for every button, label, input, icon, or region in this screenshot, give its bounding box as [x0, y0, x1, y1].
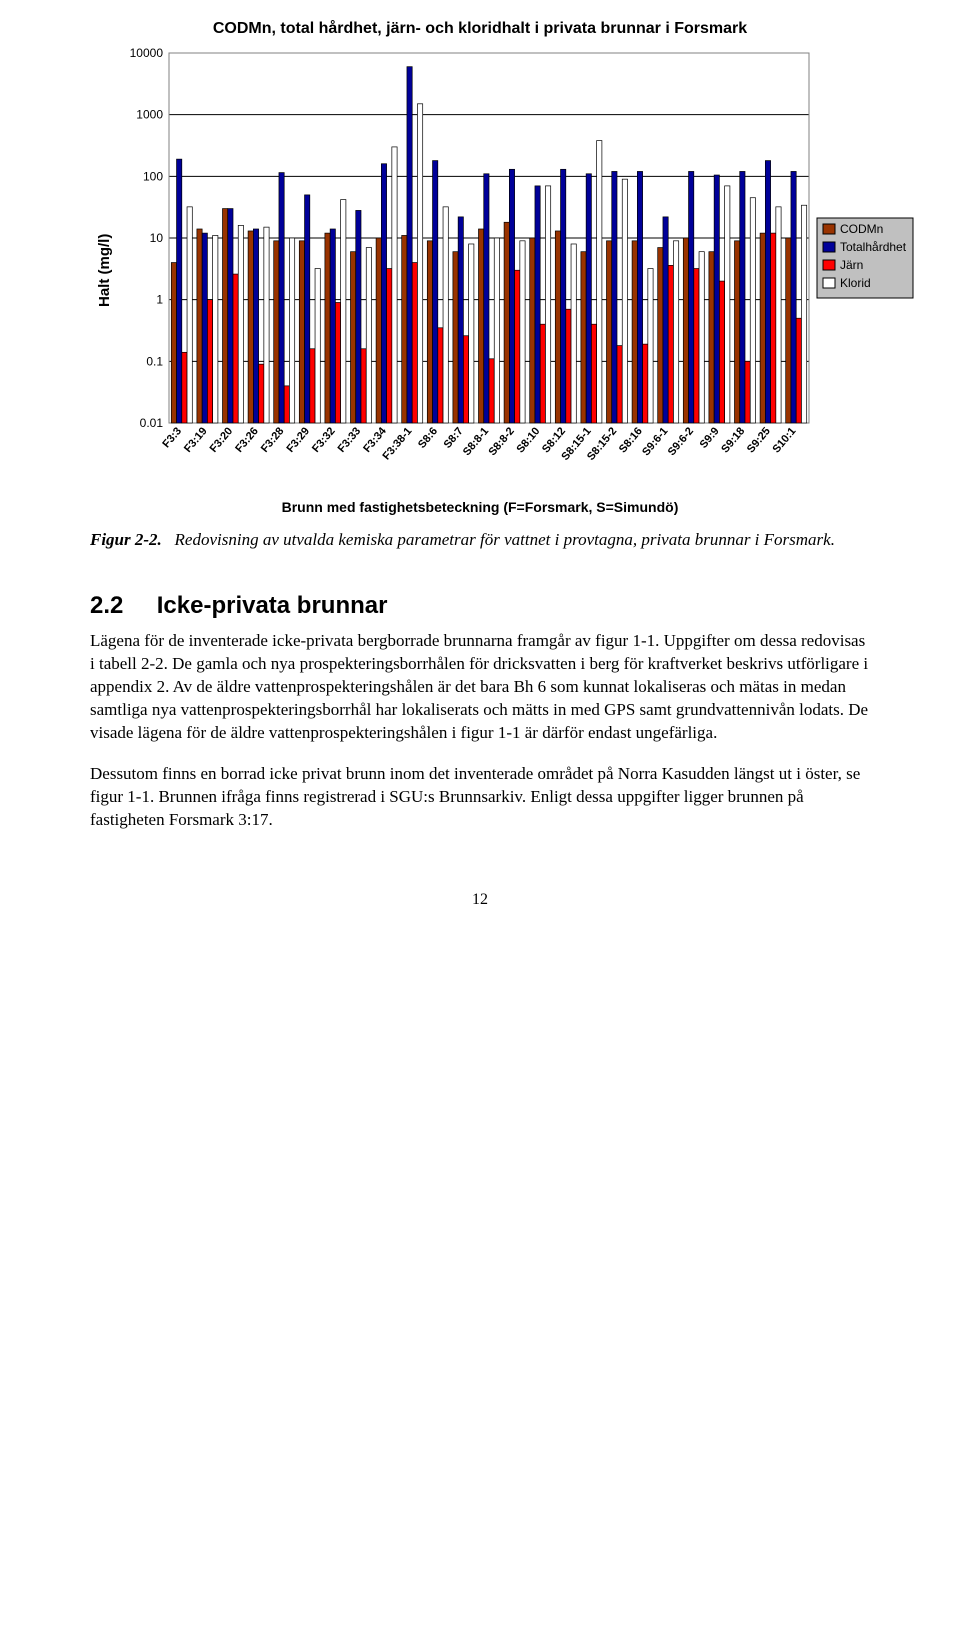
svg-text:S9:9: S9:9 — [698, 425, 722, 451]
svg-text:S8:8-2: S8:8-2 — [486, 425, 516, 458]
svg-text:S9:25: S9:25 — [745, 425, 773, 455]
figure-caption-text: Redovisning av utvalda kemiska parametra… — [175, 530, 835, 549]
svg-text:F3:32: F3:32 — [310, 425, 338, 455]
svg-text:S8:7: S8:7 — [442, 425, 466, 451]
svg-text:S8:8-1: S8:8-1 — [461, 425, 491, 458]
section-heading: 2.2 Icke-privata brunnar — [90, 592, 870, 620]
figure-caption: Figur 2-2. Redovisning av utvalda kemisk… — [90, 529, 870, 552]
svg-text:10000: 10000 — [130, 48, 164, 60]
chart-ylabel: Halt (mg/l) — [90, 48, 119, 493]
chart-stage: 0.010.1110100100010000F3:3F3:19F3:20F3:2… — [119, 48, 919, 493]
svg-text:S8:6: S8:6 — [416, 425, 440, 451]
svg-text:F3:26: F3:26 — [233, 425, 261, 455]
svg-text:S9:6-2: S9:6-2 — [666, 425, 696, 458]
svg-text:Klorid: Klorid — [840, 276, 871, 290]
svg-text:1000: 1000 — [136, 108, 163, 122]
chart-title: CODMn, total hårdhet, järn- och kloridha… — [90, 20, 870, 38]
chart-xaxis-caption: Brunn med fastighetsbeteckning (F=Forsma… — [90, 499, 870, 515]
page-number: 12 — [90, 891, 870, 909]
section-title: Icke-privata brunnar — [157, 592, 388, 619]
svg-text:CODMn: CODMn — [840, 222, 883, 236]
body-paragraph-2: Dessutom finns en borrad icke privat bru… — [90, 763, 870, 832]
svg-text:S10:1: S10:1 — [770, 425, 798, 455]
svg-text:100: 100 — [143, 169, 163, 183]
svg-text:S9:6-1: S9:6-1 — [640, 425, 670, 458]
svg-text:0.1: 0.1 — [146, 354, 163, 368]
body-paragraph-1: Lägena för de inventerade icke-privata b… — [90, 630, 870, 745]
svg-text:Järn: Järn — [840, 258, 863, 272]
svg-text:F3:29: F3:29 — [284, 425, 312, 455]
section-number: 2.2 — [90, 592, 123, 619]
svg-text:F3:3: F3:3 — [160, 425, 184, 450]
chart-frame: Halt (mg/l) 0.010.1110100100010000F3:3F3… — [90, 48, 870, 493]
svg-text:S8:10: S8:10 — [514, 425, 542, 455]
svg-text:F3:28: F3:28 — [259, 425, 287, 455]
svg-text:10: 10 — [150, 231, 164, 245]
svg-text:0.01: 0.01 — [140, 416, 164, 430]
svg-text:Totalhårdhet: Totalhårdhet — [840, 240, 907, 254]
svg-text:S9:18: S9:18 — [719, 425, 747, 455]
bar-chart: 0.010.1110100100010000F3:3F3:19F3:20F3:2… — [119, 48, 919, 493]
svg-text:F3:20: F3:20 — [208, 425, 236, 455]
svg-text:F3:33: F3:33 — [336, 425, 364, 455]
svg-text:F3:19: F3:19 — [182, 425, 210, 455]
svg-text:1: 1 — [156, 293, 163, 307]
figure-caption-label: Figur 2-2. — [90, 530, 162, 549]
